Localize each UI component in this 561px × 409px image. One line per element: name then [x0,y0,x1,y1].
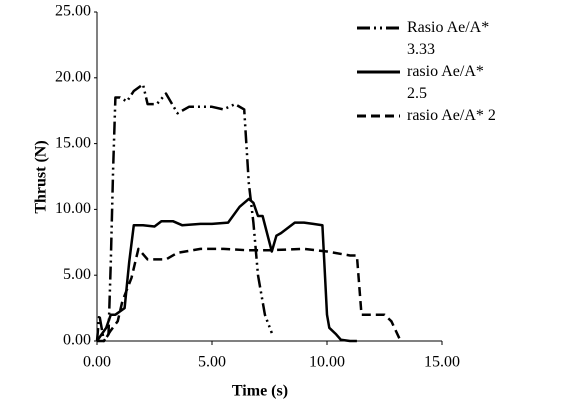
y-axis-title: Thrust (N) [33,140,50,213]
y-tick-label: 15.00 [55,134,91,151]
series-line [97,247,402,343]
series-line [95,197,357,343]
y-tick-label: 0.00 [63,332,91,349]
y-tick-label: 5.00 [63,266,91,283]
x-axis-title: Time (s) [232,383,288,400]
y-tick-label: 25.00 [55,3,91,20]
y-tick-label: 10.00 [55,200,91,217]
legend-label: Rasio Ae/A* 3.33 [407,19,490,58]
series-line [95,83,273,343]
x-tick-label: 10.00 [309,354,345,371]
y-tick-label: 20.00 [55,68,91,85]
legend-label: rasio Ae/A* 2 [407,107,496,124]
x-tick-label: 0.00 [83,354,111,371]
x-tick-label: 5.00 [198,354,226,371]
x-tick-label: 15.00 [424,354,460,371]
legend-label: rasio Ae/A* 2.5 [407,63,484,102]
